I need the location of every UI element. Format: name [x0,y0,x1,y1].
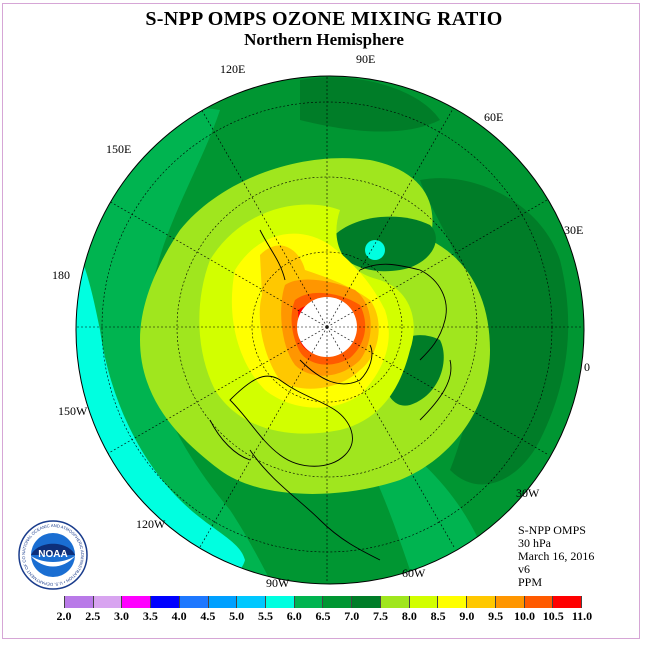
colorbar-tick-label: 6.0 [286,609,302,623]
contour-7.0-north [300,77,440,132]
colorbar-swatch [208,596,238,608]
plot-frame [2,3,640,639]
colorbar-tick-label: 5.5 [257,609,273,623]
noaa-logo-text: NOAA [38,549,67,560]
lon-label-60e: 60E [484,110,504,124]
colorbar-swatch [438,596,468,608]
lon-label-120w: 120W [136,517,166,531]
colorbar-swatch [409,596,439,608]
coastlines [209,229,452,561]
lon-label-120e: 120E [220,62,246,76]
colorbar-swatch [151,596,180,608]
lon-label-90e: 90E [356,52,376,66]
colorbar-tick-label: 10.0 [513,609,535,623]
lon-label-30w: 30W [516,486,540,500]
info-units: PPM [518,575,543,589]
colorbar-tick-label: 4.0 [171,609,187,623]
colorbar-tick-label: 3.0 [114,609,130,623]
colorbar-swatch [179,596,209,608]
colorbar-swatch [524,596,554,608]
lon-label-30e: 30E [564,223,584,237]
noaa-logo: NOAA NATIONAL OCEANIC AND ATMOSPHERIC AD… [18,520,88,590]
lon-label-180: 180 [52,268,70,282]
map-title: S-NPP OMPS OZONE MIXING RATIO [145,8,503,30]
colorbar-swatch [553,596,582,608]
contour-5.5-inner [365,240,385,260]
lon-label-150e: 150E [106,142,132,156]
lon-label-60w: 60W [402,566,426,580]
info-version: v6 [518,562,530,576]
colorbar-tick-label: 10.5 [542,609,564,623]
colorbar-swatch [93,596,123,608]
colorbar-tick-label: 7.5 [373,609,389,623]
colorbar-swatch [122,596,152,608]
lon-label-90w: 90W [266,576,290,590]
colorbar-swatch [237,596,267,608]
map-border [75,75,585,585]
colorbar-tick-label: 9.5 [488,609,504,623]
colorbar-swatch [266,596,295,608]
info-instrument: S-NPP OMPS [518,523,586,537]
colorbar-tick-label: 3.5 [142,609,158,623]
colorbar-tick-label: 8.5 [430,609,446,623]
colorbar-swatch [495,596,525,608]
info-pressure: 30 hPa [518,536,551,550]
colorbar-tick-label: 7.0 [344,609,360,623]
colorbar-ticks: 2.0 2.5 3.0 3.5 4.0 4.5 5.0 5.5 6.0 6.5 7.0 7.5 8.0 8… [0,609,648,625]
colorbar-swatch [323,596,353,608]
colorbar-swatch [64,596,94,608]
colorbar-tick-label: 5.0 [229,609,245,623]
graticule [76,76,581,581]
colorbar-tick-label: 6.5 [315,609,331,623]
colorbar-swatch [294,596,324,608]
contour-7.0-east [420,178,569,485]
colorbar-swatch [380,596,410,608]
info-date: March 16, 2016 [518,549,595,563]
colorbar-tick-label: 2.5 [85,609,101,623]
colorbar-swatch [467,596,496,608]
map-subtitle: Northern Hemisphere [244,30,404,49]
colorbar-tick-label: 2.0 [56,609,72,623]
colorbar-tick-label: 9.0 [459,609,475,623]
colorbar [64,596,582,608]
contour-7.0-inner-north [330,216,436,272]
lon-label-150w: 150W [58,404,88,418]
colorbar-tick-label: 4.5 [200,609,216,623]
lon-label-0: 0 [584,360,590,374]
colorbar-swatch [352,596,381,608]
product-info: S-NPP OMPS 30 hPa March 16, 2016 v6 PPM [518,524,594,589]
ozone-field [76,76,584,584]
colorbar-tick-label: 11.0 [571,609,593,623]
colorbar-tick-label: 8.0 [401,609,417,623]
